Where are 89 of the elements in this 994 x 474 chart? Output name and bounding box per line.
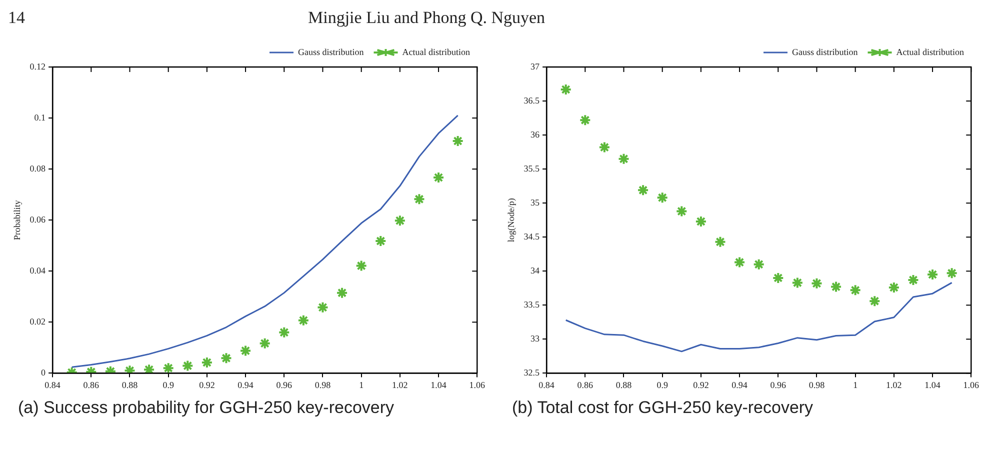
y-tick-label: 0 — [41, 368, 46, 378]
point — [734, 256, 746, 268]
point — [452, 135, 464, 147]
x-tick-label: 0.84 — [538, 380, 555, 390]
x-tick-label: 0.9 — [162, 380, 174, 390]
y-tick-label: 34 — [530, 265, 540, 276]
y-tick-label: 0.06 — [30, 214, 46, 224]
text: (a) Success probability for GGH-250 key-recovery — [18, 398, 394, 417]
point — [579, 114, 592, 126]
point — [926, 268, 939, 281]
y-tick-label: 34.5 — [524, 231, 540, 242]
y-tick-label: 0.02 — [30, 316, 46, 327]
y-tick-label: 33 — [530, 334, 540, 344]
x-tick-label: 0.86 — [83, 380, 100, 390]
text: (b) Total cost for GGH-250 key-recovery — [512, 398, 814, 417]
point — [868, 295, 881, 308]
point — [413, 193, 426, 206]
legend-label: Gauss distribution — [792, 46, 858, 57]
x-tick-label: 0.9 — [656, 380, 668, 390]
y-tick-label: 36.5 — [524, 95, 540, 106]
legend-label: Actual distribution — [896, 46, 964, 57]
point — [791, 276, 804, 289]
point — [316, 301, 329, 314]
point — [297, 314, 310, 326]
y-tick-label: 37 — [530, 61, 540, 72]
point — [907, 274, 920, 286]
point — [618, 152, 630, 165]
text: 14 — [8, 8, 26, 29]
point — [888, 281, 900, 294]
x-tick-label: 1.06 — [469, 380, 486, 390]
x-tick-label: 1 — [359, 380, 364, 390]
point — [162, 362, 174, 374]
legend-label: Actual distribution — [402, 46, 470, 57]
x-tick-label: 0.96 — [770, 380, 787, 390]
x-tick-label: 0.92 — [693, 380, 709, 390]
x-tick-label: 1.02 — [886, 380, 902, 390]
x-tick-label: 0.88 — [616, 380, 632, 390]
legend-label: Gauss distribution — [298, 46, 364, 57]
point — [278, 326, 290, 338]
x-tick-label: 0.98 — [314, 380, 332, 390]
y-tick-label: 0.12 — [30, 61, 46, 72]
point — [220, 352, 232, 364]
x-tick-label: 0.88 — [122, 380, 138, 390]
point — [810, 277, 823, 290]
point — [143, 364, 156, 374]
y-axis-title: Probability — [12, 200, 22, 240]
point — [598, 141, 610, 154]
point — [656, 192, 668, 204]
point — [752, 258, 765, 270]
y-tick-label: 32.5 — [524, 368, 540, 378]
x-tick-label: 1 — [853, 380, 858, 390]
x-tick-label: 1.02 — [392, 380, 408, 390]
point — [694, 215, 707, 228]
point — [258, 337, 271, 350]
x-tick-label: 1.06 — [963, 380, 980, 390]
point — [240, 344, 252, 357]
point — [355, 260, 368, 272]
point — [394, 214, 406, 227]
point — [676, 205, 688, 218]
point — [200, 356, 213, 368]
y-tick-label: 35.5 — [524, 163, 540, 174]
text: Mingjie Liu and Phong Q. Nguyen — [308, 8, 546, 29]
x-tick-label: 0.92 — [199, 380, 215, 390]
point — [336, 286, 348, 299]
point — [772, 272, 784, 284]
x-tick-label: 0.96 — [276, 380, 293, 390]
x-tick-label: 0.94 — [238, 380, 254, 390]
x-tick-label: 1.04 — [430, 380, 447, 390]
point — [714, 236, 726, 248]
x-tick-label: 1.04 — [924, 380, 941, 390]
y-tick-label: 0.1 — [34, 112, 46, 122]
y-tick-label: 33.5 — [524, 300, 540, 310]
y-tick-label: 0.04 — [30, 265, 46, 276]
point — [182, 360, 194, 372]
point — [830, 280, 842, 293]
point — [374, 235, 387, 248]
point — [432, 171, 445, 184]
point — [946, 267, 958, 280]
x-tick-label: 0.94 — [732, 380, 748, 390]
point — [849, 284, 862, 296]
y-tick-label: 36 — [530, 129, 540, 140]
point — [637, 184, 650, 196]
x-tick-label: 0.86 — [577, 380, 594, 390]
point — [560, 83, 572, 96]
y-tick-label: 0.08 — [30, 163, 46, 174]
y-tick-label: 35 — [530, 197, 540, 208]
x-tick-label: 0.98 — [808, 380, 826, 390]
x-tick-label: 0.84 — [44, 380, 61, 390]
y-axis-title: log(Node/p) — [506, 198, 516, 242]
